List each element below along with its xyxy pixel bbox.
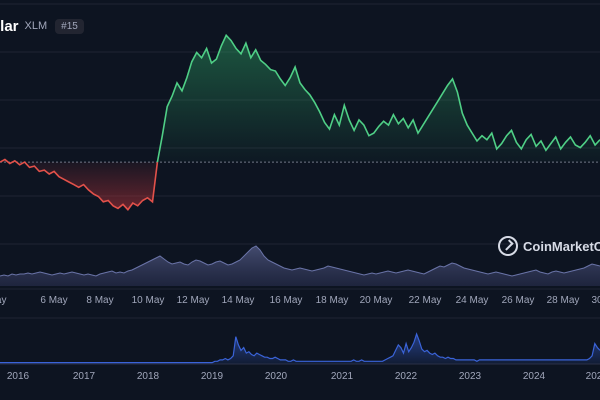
price-area-down (0, 159, 158, 210)
x-tick-label: 14 May (222, 295, 255, 306)
overview-line (0, 332, 600, 364)
rank-badge: #15 (55, 18, 84, 34)
overview-tick-label: 2020 (265, 371, 288, 382)
x-tick-label: May (0, 295, 6, 306)
overview-tick-label: 2023 (459, 371, 482, 382)
overview-tick-label: 2017 (73, 371, 96, 382)
x-tick-label: 18 May (316, 295, 349, 306)
price-line-down (0, 158, 159, 211)
volume-series (0, 245, 600, 286)
overview-navigator[interactable] (0, 332, 600, 365)
overview-tick-label: 2016 (7, 371, 30, 382)
overview-area (0, 334, 600, 364)
watermark-text: CoinMarketCa (523, 238, 600, 254)
x-tick-label: 6 May (40, 295, 67, 306)
x-tick-label: 22 May (409, 295, 442, 306)
asset-name: llar (0, 17, 19, 35)
x-tick-label: 20 May (360, 295, 393, 306)
overview-x-axis: 2016 2017 2018 2019 2020 2021 2022 2023 2024 202 (7, 371, 600, 382)
overview-tick-label: 202 (586, 371, 600, 382)
volume-line (0, 245, 600, 277)
coinmarketcap-logo-icon (498, 236, 518, 256)
price-line-up (156, 33, 600, 163)
x-tick-label: 12 May (177, 295, 210, 306)
overview-tick-label: 2018 (137, 371, 160, 382)
overview-tick-label: 2022 (395, 371, 418, 382)
price-series (0, 33, 600, 211)
coinmarketcap-watermark: CoinMarketCa (498, 236, 600, 256)
x-tick-label: 8 May (86, 295, 113, 306)
asset-title: llar XLM #15 (0, 14, 84, 38)
asset-symbol: XLM (24, 20, 48, 32)
x-tick-label: 10 May (132, 295, 165, 306)
x-tick-label: 16 May (270, 295, 303, 306)
overview-tick-label: 2024 (523, 371, 546, 382)
x-tick-label: 24 May (456, 295, 489, 306)
overview-tick-label: 2019 (201, 371, 224, 382)
x-tick-label: 26 May (502, 295, 535, 306)
price-area-up (157, 35, 600, 163)
x-tick-label: 30 (591, 295, 600, 306)
volume-area (0, 246, 600, 286)
x-tick-label: 28 May (547, 295, 580, 306)
x-axis: May 6 May 8 May 10 May 12 May 14 May 16 May 18 … (0, 295, 600, 306)
overview-tick-label: 2021 (331, 371, 354, 382)
